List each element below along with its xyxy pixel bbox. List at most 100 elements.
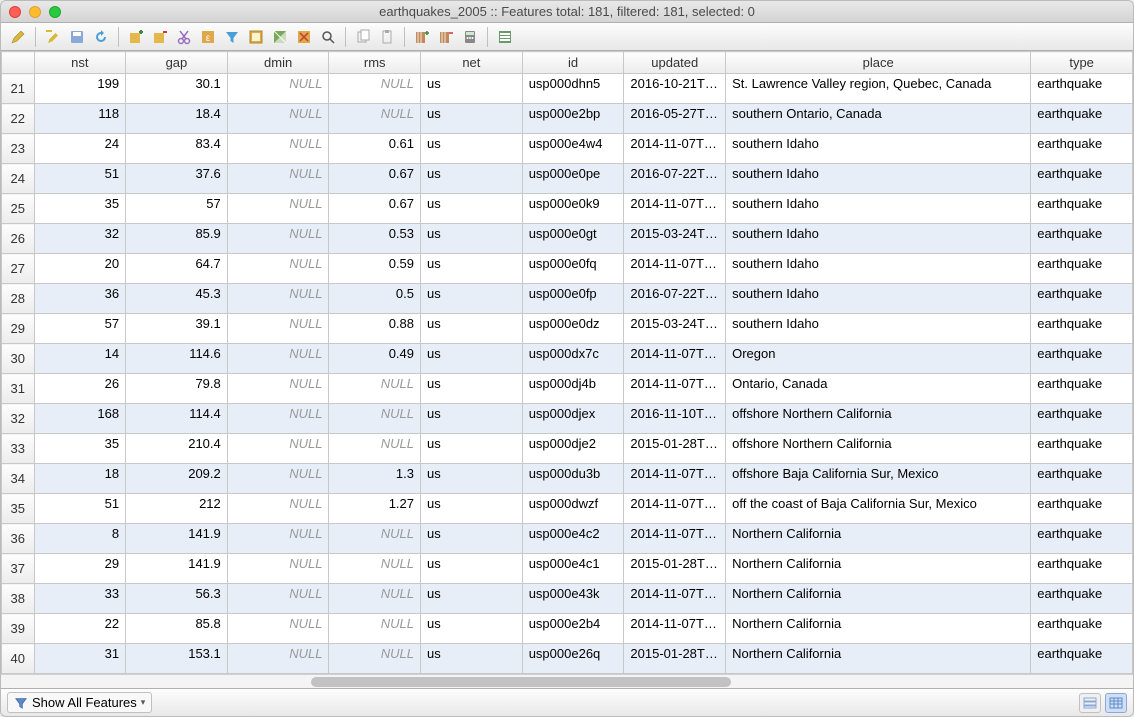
cell-id[interactable]: usp000e2b4 xyxy=(522,614,624,644)
cell-type[interactable]: earthquake xyxy=(1031,374,1133,404)
invert-button[interactable] xyxy=(269,26,291,48)
cell-updated[interactable]: 2016-05-27T… xyxy=(624,104,726,134)
column-header-nst[interactable]: nst xyxy=(34,52,126,74)
row-number-header[interactable] xyxy=(2,52,35,74)
cell-nst[interactable]: 118 xyxy=(34,104,126,134)
cell-net[interactable]: us xyxy=(421,554,523,584)
cell-dmin[interactable]: NULL xyxy=(227,284,329,314)
row-number-cell[interactable]: 32 xyxy=(2,404,35,434)
column-header-updated[interactable]: updated xyxy=(624,52,726,74)
row-number-cell[interactable]: 27 xyxy=(2,254,35,284)
table-row[interactable]: 368141.9NULLNULLususp000e4c22014-11-07T…… xyxy=(2,524,1133,554)
cell-net[interactable]: us xyxy=(421,314,523,344)
cell-dmin[interactable]: NULL xyxy=(227,104,329,134)
cell-nst[interactable]: 22 xyxy=(34,614,126,644)
cell-dmin[interactable]: NULL xyxy=(227,134,329,164)
cell-updated[interactable]: 2014-11-07T… xyxy=(624,344,726,374)
table-row[interactable]: 392285.8NULLNULLususp000e2b42014-11-07T…… xyxy=(2,614,1133,644)
cell-rms[interactable]: NULL xyxy=(329,104,421,134)
table-row[interactable]: 245137.6NULL0.67ususp000e0pe2016-07-22T…… xyxy=(2,164,1133,194)
cell-dmin[interactable]: NULL xyxy=(227,524,329,554)
cell-gap[interactable]: 153.1 xyxy=(126,644,228,674)
cell-type[interactable]: earthquake xyxy=(1031,434,1133,464)
cell-id[interactable]: usp000dwzf xyxy=(522,494,624,524)
table-row[interactable]: 383356.3NULLNULLususp000e43k2014-11-07T…… xyxy=(2,584,1133,614)
calc-button[interactable] xyxy=(459,26,481,48)
table-row[interactable]: 3551212NULL1.27ususp000dwzf2014-11-07T…o… xyxy=(2,494,1133,524)
copy-button[interactable] xyxy=(352,26,374,48)
cell-dmin[interactable]: NULL xyxy=(227,224,329,254)
cell-type[interactable]: earthquake xyxy=(1031,344,1133,374)
cell-dmin[interactable]: NULL xyxy=(227,374,329,404)
table-row[interactable]: 2119930.1NULLNULLususp000dhn52016-10-21T… xyxy=(2,74,1133,104)
cell-updated[interactable]: 2014-11-07T… xyxy=(624,614,726,644)
cell-net[interactable]: us xyxy=(421,104,523,134)
row-number-cell[interactable]: 34 xyxy=(2,464,35,494)
cell-updated[interactable]: 2014-11-07T… xyxy=(624,524,726,554)
cell-nst[interactable]: 24 xyxy=(34,134,126,164)
cell-id[interactable]: usp000e0fq xyxy=(522,254,624,284)
cell-updated[interactable]: 2016-11-10T… xyxy=(624,404,726,434)
table-row[interactable]: 3418209.2NULL1.3ususp000du3b2014-11-07T…… xyxy=(2,464,1133,494)
cell-type[interactable]: earthquake xyxy=(1031,194,1133,224)
cell-gap[interactable]: 37.6 xyxy=(126,164,228,194)
cell-id[interactable]: usp000du3b xyxy=(522,464,624,494)
row-number-cell[interactable]: 35 xyxy=(2,494,35,524)
cell-rms[interactable]: NULL xyxy=(329,524,421,554)
cell-place[interactable]: Northern California xyxy=(726,614,1031,644)
cell-place[interactable]: southern Idaho xyxy=(726,134,1031,164)
cell-updated[interactable]: 2015-03-24T… xyxy=(624,224,726,254)
cell-gap[interactable]: 209.2 xyxy=(126,464,228,494)
cell-rms[interactable]: NULL xyxy=(329,374,421,404)
table-row[interactable]: 2211818.4NULLNULLususp000e2bp2016-05-27T… xyxy=(2,104,1133,134)
cell-type[interactable]: earthquake xyxy=(1031,644,1133,674)
cell-place[interactable]: southern Idaho xyxy=(726,224,1031,254)
cell-place[interactable]: Oregon xyxy=(726,344,1031,374)
cell-id[interactable]: usp000dhn5 xyxy=(522,74,624,104)
select-expr-button[interactable]: ε xyxy=(197,26,219,48)
cell-gap[interactable]: 56.3 xyxy=(126,584,228,614)
cell-place[interactable]: southern Idaho xyxy=(726,314,1031,344)
cell-dmin[interactable]: NULL xyxy=(227,584,329,614)
cell-net[interactable]: us xyxy=(421,614,523,644)
cell-type[interactable]: earthquake xyxy=(1031,404,1133,434)
cell-rms[interactable]: NULL xyxy=(329,554,421,584)
cell-net[interactable]: us xyxy=(421,434,523,464)
cell-gap[interactable]: 83.4 xyxy=(126,134,228,164)
cell-type[interactable]: earthquake xyxy=(1031,314,1133,344)
cell-type[interactable]: earthquake xyxy=(1031,164,1133,194)
cell-nst[interactable]: 8 xyxy=(34,524,126,554)
cell-gap[interactable]: 212 xyxy=(126,494,228,524)
row-number-cell[interactable]: 29 xyxy=(2,314,35,344)
cell-rms[interactable]: 0.88 xyxy=(329,314,421,344)
cell-net[interactable]: us xyxy=(421,194,523,224)
cell-dmin[interactable]: NULL xyxy=(227,194,329,224)
cell-nst[interactable]: 32 xyxy=(34,224,126,254)
cell-dmin[interactable]: NULL xyxy=(227,644,329,674)
row-number-cell[interactable]: 23 xyxy=(2,134,35,164)
cell-gap[interactable]: 114.4 xyxy=(126,404,228,434)
cell-nst[interactable]: 36 xyxy=(34,284,126,314)
cell-net[interactable]: us xyxy=(421,74,523,104)
cell-net[interactable]: us xyxy=(421,224,523,254)
cell-gap[interactable]: 18.4 xyxy=(126,104,228,134)
cell-gap[interactable]: 85.8 xyxy=(126,614,228,644)
table-row[interactable]: 232483.4NULL0.61ususp000e4w42014-11-07T…… xyxy=(2,134,1133,164)
table-row[interactable]: 3335210.4NULLNULLususp000dje22015-01-28T… xyxy=(2,434,1133,464)
column-header-type[interactable]: type xyxy=(1031,52,1133,74)
cell-updated[interactable]: 2014-11-07T… xyxy=(624,464,726,494)
cell-updated[interactable]: 2015-03-24T… xyxy=(624,314,726,344)
cell-gap[interactable]: 30.1 xyxy=(126,74,228,104)
form-view-button[interactable] xyxy=(1079,693,1101,713)
cell-net[interactable]: us xyxy=(421,644,523,674)
cell-dmin[interactable]: NULL xyxy=(227,404,329,434)
close-window-button[interactable] xyxy=(9,6,21,18)
row-number-cell[interactable]: 26 xyxy=(2,224,35,254)
cell-nst[interactable]: 26 xyxy=(34,374,126,404)
cell-rms[interactable]: 1.3 xyxy=(329,464,421,494)
minimize-window-button[interactable] xyxy=(29,6,41,18)
cell-nst[interactable]: 31 xyxy=(34,644,126,674)
cell-rms[interactable]: NULL xyxy=(329,584,421,614)
cell-gap[interactable]: 57 xyxy=(126,194,228,224)
row-number-cell[interactable]: 25 xyxy=(2,194,35,224)
